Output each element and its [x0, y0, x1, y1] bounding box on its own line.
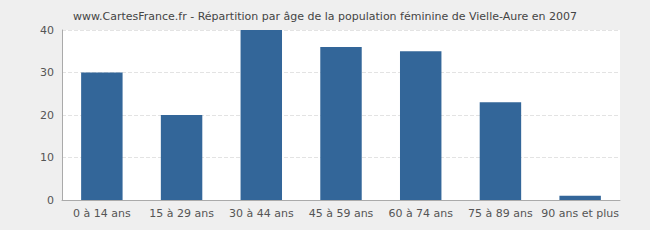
svg-text:30 à 44 ans: 30 à 44 ans [229, 207, 294, 220]
svg-text:20: 20 [40, 109, 54, 122]
svg-text:60 à 74 ans: 60 à 74 ans [388, 207, 453, 220]
svg-text:75 à 89 ans: 75 à 89 ans [468, 207, 533, 220]
svg-text:www.CartesFrance.fr - Répartit: www.CartesFrance.fr - Répartition par âg… [73, 10, 577, 23]
svg-text:45 à 59 ans: 45 à 59 ans [309, 207, 374, 220]
svg-text:15 à 29 ans: 15 à 29 ans [149, 207, 214, 220]
svg-text:40: 40 [40, 24, 54, 37]
svg-text:30: 30 [40, 66, 54, 79]
svg-text:90 ans et plus: 90 ans et plus [541, 207, 619, 220]
svg-text:0: 0 [47, 194, 54, 207]
svg-text:0 à 14 ans: 0 à 14 ans [73, 207, 131, 220]
svg-text:10: 10 [40, 151, 54, 164]
